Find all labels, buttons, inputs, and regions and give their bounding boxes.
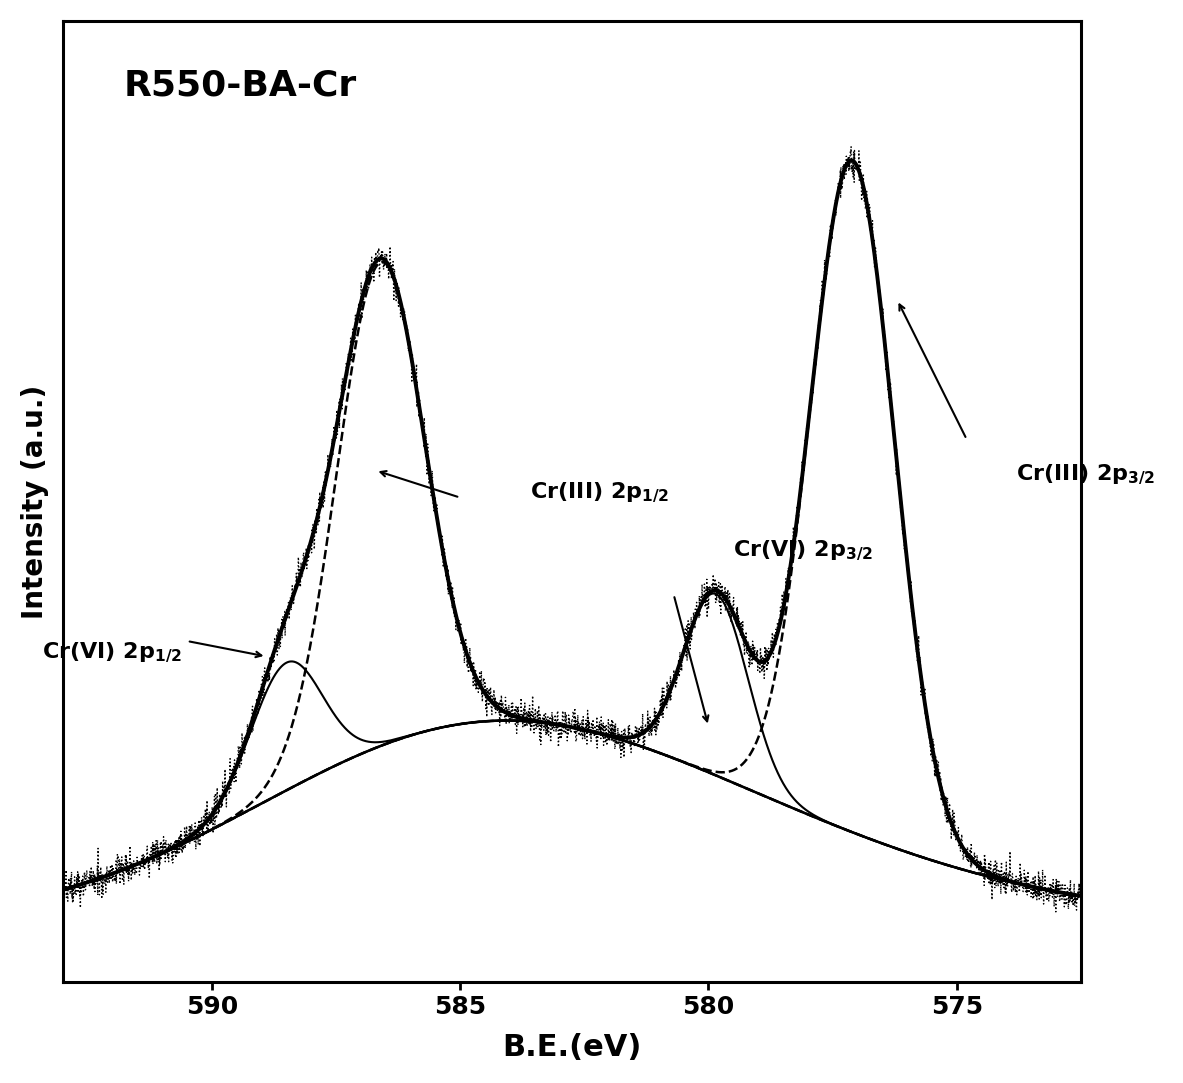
Text: Cr$\bf{(III)}$ 2p$\bf{_{3/2}}$: Cr$\bf{(III)}$ 2p$\bf{_{3/2}}$ bbox=[1016, 462, 1156, 487]
Text: R550-BA-Cr: R550-BA-Cr bbox=[124, 69, 357, 103]
Y-axis label: Intensity (a.u.): Intensity (a.u.) bbox=[21, 384, 49, 618]
Text: Cr$\bf{(VI)}$ 2p$\bf{_{1/2}}$: Cr$\bf{(VI)}$ 2p$\bf{_{1/2}}$ bbox=[41, 640, 182, 665]
X-axis label: B.E.(eV): B.E.(eV) bbox=[502, 1033, 641, 1062]
Text: Cr$\bf{(III)}$ 2p$\bf{_{1/2}}$: Cr$\bf{(III)}$ 2p$\bf{_{1/2}}$ bbox=[530, 481, 668, 506]
Text: Cr$\bf{(VI)}$ 2p$\bf{_{3/2}}$: Cr$\bf{(VI)}$ 2p$\bf{_{3/2}}$ bbox=[733, 539, 873, 563]
